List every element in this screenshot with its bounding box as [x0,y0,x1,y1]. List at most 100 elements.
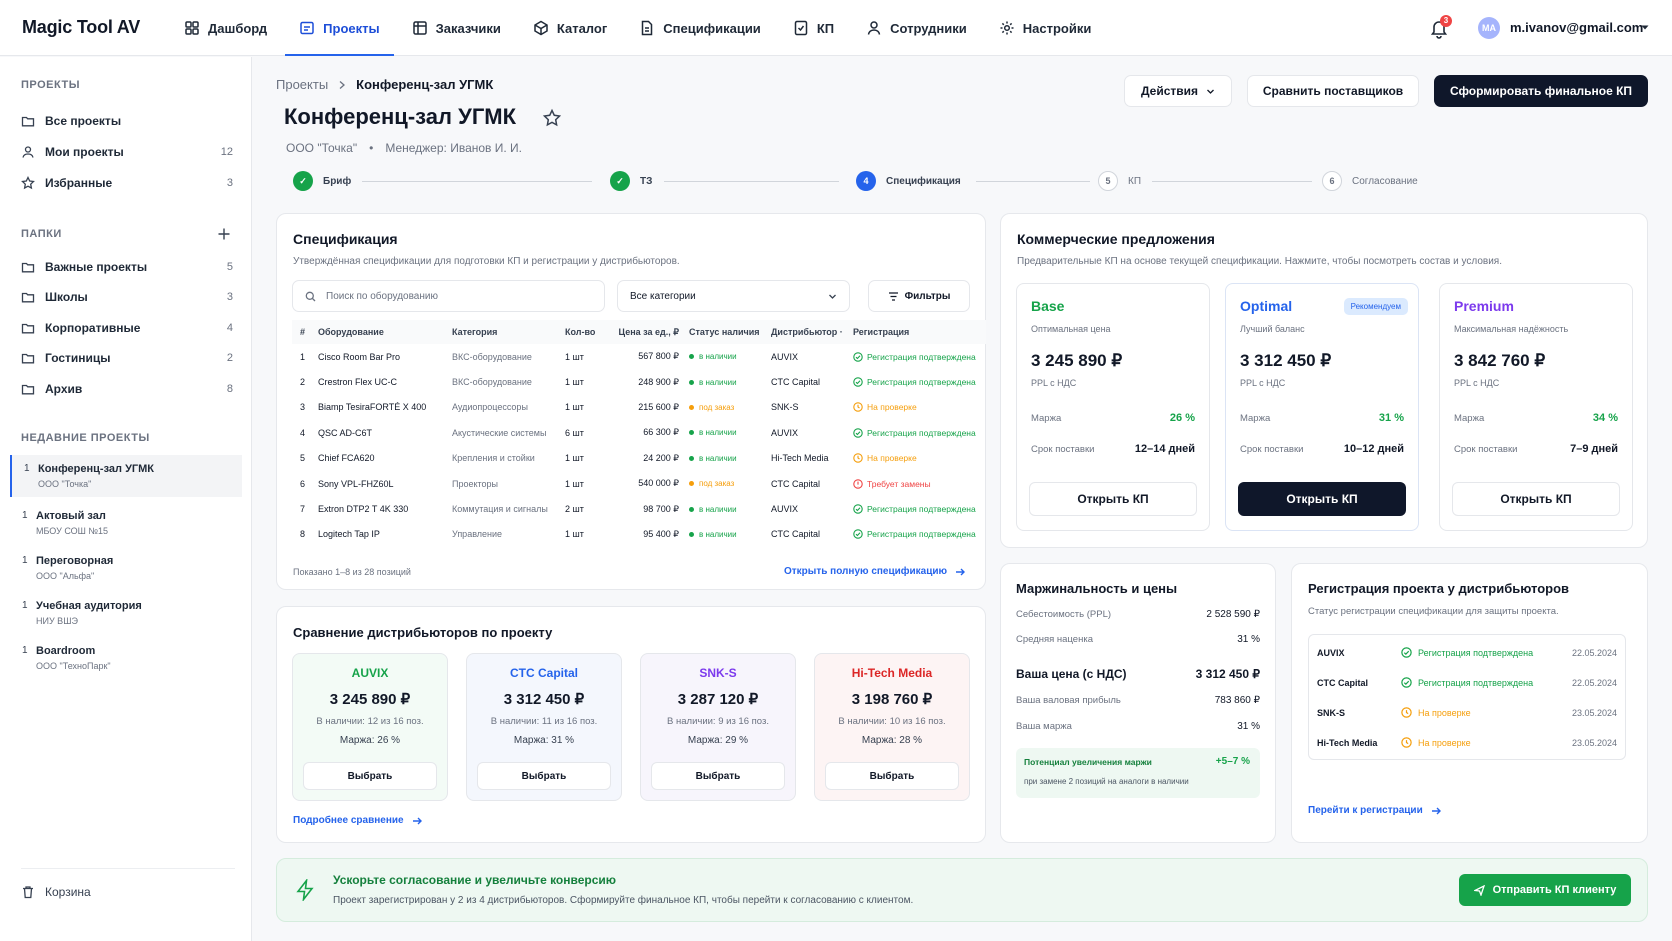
breadcrumb-root[interactable]: Проекты [276,77,329,92]
add-folder-icon[interactable] [217,227,231,241]
open-kp-button[interactable]: Открыть КП [1238,482,1406,516]
column-header[interactable]: Цена за ед., ₽ [607,320,685,344]
final-kp-button[interactable]: Сформировать финальное КП [1434,75,1648,107]
sidebar-item-all-projects[interactable]: Все проекты [21,110,233,132]
registration-row[interactable]: CTC Capital Регистрация подтверждена 22.05… [1317,667,1617,698]
margin-value: 2 528 590 ₽ [1206,609,1260,620]
kp-option-premium[interactable]: Premium Максимальная надёжность 3 842 76… [1439,283,1633,531]
open-full-spec-link[interactable]: Открыть полную спецификацию [784,566,966,577]
sidebar-trash[interactable]: Корзина [21,885,91,899]
step-specification[interactable]: 4 Спецификация [856,171,961,191]
column-header[interactable]: Регистрация [853,320,986,344]
nav-employees[interactable]: Сотрудники [852,0,981,56]
equipment-distributor: SNK-S [771,402,799,413]
page-title: Конференц-зал УГМК [284,104,517,129]
nav-projects[interactable]: Проекты [285,0,395,56]
recent-project-sub: ООО "Точка" [38,479,92,489]
row-index: 6 [300,478,306,489]
equipment-category: ВКС-оборудование [452,351,532,362]
chevron-right-icon [339,80,346,89]
recent-project[interactable]: 1 Boardroom ООО "ТехноПарк" [10,637,242,679]
table-row[interactable]: 6 Sony VPL-FHZ60L Проекторы 1 шт 540 000 ₽ по… [292,471,986,496]
sidebar-folder[interactable]: Архив 8 [21,378,233,400]
registration-row[interactable]: SNK-S На проверке 23.05.2024 [1317,697,1617,728]
sidebar-folder[interactable]: Школы 3 [21,286,233,308]
nav-dashboard[interactable]: Дашборд [170,0,281,56]
go-to-registration-link[interactable]: Перейти к регистрации [1308,805,1441,816]
nav-employees-label: Сотрудники [890,20,967,36]
table-row[interactable]: 2 Crestron Flex UC-C ВКС-оборудование 1 шт 2… [292,369,986,394]
nav-customers[interactable]: Заказчики [398,0,515,56]
distributor-availability: В наличии: 11 из 16 поз. [490,716,598,727]
table-row[interactable]: 1 Cisco Room Bar Pro ВКС-оборудование 1 шт 5… [292,344,986,369]
distributor-card[interactable]: AUVIX 3 245 890 ₽ В наличии: 12 из 16 по… [292,653,448,801]
distributor-margin: Маржа: 31 % [513,735,575,746]
equipment-name: QSC AD-C6T [318,427,373,438]
status-dot [689,354,694,360]
equipment-category: ВКС-оборудование [452,377,532,388]
more-comparison-link[interactable]: Подробнее сравнение [293,815,422,826]
equipment-price: 567 800 ₽ [638,351,679,362]
step-approval[interactable]: 6 Согласование [1322,171,1418,191]
availability-cell: в наличии [685,369,771,394]
equipment-qty: 1 шт [565,402,584,413]
column-header[interactable]: Категория [452,320,565,344]
sidebar-item-favorites[interactable]: Избранные 3 [21,172,233,194]
distributor-card[interactable]: SNK-S 3 287 120 ₽ В наличии: 9 из 16 поз… [640,653,796,801]
kp-delivery: 12–14 дней [1134,443,1195,455]
category-select[interactable]: Все категории [617,280,850,312]
select-distributor-button[interactable]: Выбрать [651,762,785,790]
registration-row[interactable]: AUVIX Регистрация подтверждена 22.05.2024 [1317,637,1617,668]
registration-row[interactable]: Hi-Tech Media На проверке 23.05.2024 [1317,727,1617,758]
table-row[interactable]: 3 Biamp TesiraFORTÉ X 400 Аудиопроцессоры 1… [292,395,986,420]
open-kp-button[interactable]: Открыть КП [1452,482,1620,516]
kp-desc: Лучший баланс [1240,324,1305,334]
trash-label: Корзина [45,885,91,899]
step-tz[interactable]: ✓ ТЗ [610,171,652,191]
step-brief[interactable]: ✓ Бриф [293,171,351,191]
sidebar-folder[interactable]: Важные проекты 5 [21,256,233,278]
app-logo[interactable]: Magic Tool AV [22,17,141,37]
margin-value: 31 % [1237,634,1260,645]
send-kp-button[interactable]: Отправить КП клиенту [1459,874,1631,906]
recent-project[interactable]: 1 Учебная аудитория НИУ ВШЭ [10,592,242,634]
recent-project[interactable]: 1 Актовый зал МБОУ СОШ №15 [10,502,242,544]
equipment-search[interactable]: Поиск по оборудованию [292,280,605,312]
kp-option-base[interactable]: Base Оптимальная цена 3 245 890 ₽ PPL с … [1016,283,1210,531]
recent-project[interactable]: 1 Переговорная ООО "Альфа" [10,547,242,589]
sidebar-item-my-projects[interactable]: Мои проекты 12 [21,141,233,163]
select-distributor-button[interactable]: Выбрать [303,762,437,790]
step-kp[interactable]: 5 КП [1098,171,1141,191]
nav-specs[interactable]: Спецификации [625,0,775,56]
filters-button[interactable]: Фильтры [868,280,970,312]
distributor-card[interactable]: CTC Capital 3 312 450 ₽ В наличии: 11 из… [466,653,622,801]
column-header[interactable]: Статус наличия [685,320,771,344]
table-row[interactable]: 4 QSC AD-C6T Акустические системы 6 шт 66 30… [292,420,986,445]
kp-option-optimal[interactable]: Optimal Рекомендуем Лучший баланс 3 312 … [1225,283,1419,531]
sidebar-folder[interactable]: Корпоративные 4 [21,317,233,339]
column-header[interactable]: Кол-во [565,320,607,344]
distributor-name: CTC Capital [509,666,578,680]
recent-project[interactable]: 1 Конференц-зал УГМК ООО "Точка" [10,455,242,497]
user-email[interactable]: m.ivanov@gmail.com [1510,20,1644,35]
actions-button[interactable]: Действия [1124,75,1232,107]
column-header[interactable]: Дистрибьютор · [771,320,853,344]
nav-kp[interactable]: КП [779,0,848,56]
avatar[interactable]: MA [1478,17,1500,39]
table-row[interactable]: 8 Logitech Tap IP Управление 1 шт 95 400 ₽ в … [292,522,986,547]
select-distributor-button[interactable]: Выбрать [477,762,611,790]
nav-catalog[interactable]: Каталог [519,0,621,56]
chevron-down-icon[interactable] [1640,22,1650,32]
compare-suppliers-button[interactable]: Сравнить поставщиков [1247,75,1419,107]
table-row[interactable]: 7 Extron DTP2 T 4K 330 Коммутация и сигнал… [292,496,986,521]
arrow-right-icon [1431,807,1441,814]
sidebar-folder[interactable]: Гостиницы 2 [21,347,233,369]
distributor-card[interactable]: Hi-Tech Media 3 198 760 ₽ В наличии: 10 … [814,653,970,801]
open-kp-button[interactable]: Открыть КП [1029,482,1197,516]
sidebar-item-count: 3 [226,177,233,189]
select-distributor-button[interactable]: Выбрать [825,762,959,790]
favorite-star-icon[interactable] [542,108,562,128]
table-row[interactable]: 5 Chief FCA620 Крепления и стойки 1 шт 24 20… [292,446,986,471]
column-header[interactable]: Оборудование [318,320,452,344]
nav-settings[interactable]: Настройки [985,0,1106,56]
